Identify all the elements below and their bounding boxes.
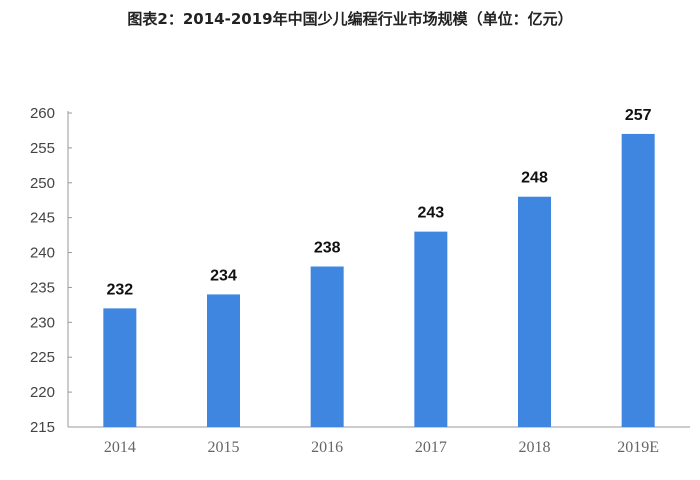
x-tick-label: 2019E: [617, 439, 659, 456]
y-tick-label: 245: [30, 210, 55, 227]
bar: [621, 133, 655, 427]
x-tick-label: 2015: [208, 439, 240, 456]
data-label: 234: [210, 267, 237, 284]
y-tick-label: 255: [30, 140, 55, 157]
y-tick-label: 220: [30, 384, 55, 401]
data-label: 257: [625, 107, 652, 124]
data-label: 232: [106, 281, 133, 298]
chart-title: 图表2：2014-2019年中国少儿编程行业市场规模（单位：亿元）: [127, 10, 573, 28]
bar: [414, 231, 448, 427]
bar: [310, 266, 344, 427]
bar: [207, 294, 240, 427]
data-label: 243: [417, 205, 444, 222]
data-label: 248: [521, 170, 548, 187]
y-tick-label: 230: [30, 314, 55, 331]
y-tick-label: 250: [30, 175, 55, 192]
y-tick-label: 240: [30, 245, 55, 262]
y-tick-label: 260: [30, 105, 55, 122]
bar: [103, 308, 137, 427]
x-tick-label: 2018: [519, 439, 551, 456]
x-tick-label: 2016: [311, 439, 343, 456]
y-tick-label: 235: [30, 279, 55, 296]
data-label: 238: [314, 240, 341, 257]
y-tick-label: 225: [30, 349, 55, 366]
y-tick-label: 215: [30, 419, 55, 436]
bar: [518, 196, 551, 427]
x-tick-label: 2017: [415, 439, 447, 456]
x-tick-label: 2014: [104, 439, 136, 456]
